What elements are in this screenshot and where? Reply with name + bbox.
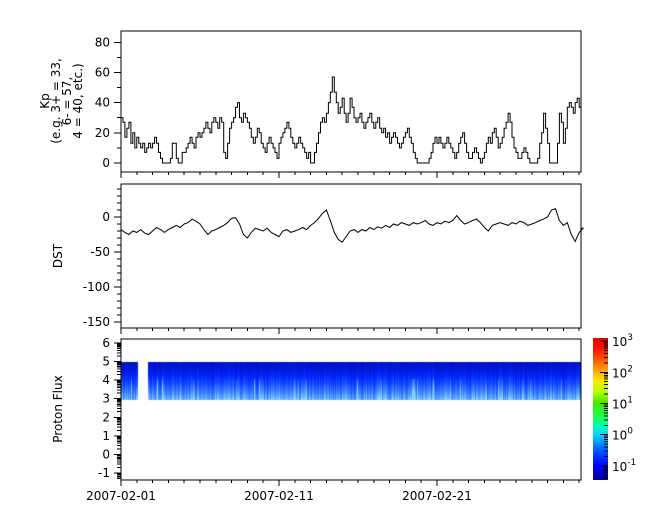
colorbar-tick-label: 10-1 [612, 458, 636, 474]
proton-y-tick-label: 6 [102, 336, 110, 350]
dst-y-tick-label: 0 [102, 210, 110, 224]
colorbar-tick-label: 103 [612, 333, 633, 349]
colorbar-tick-label: 101 [612, 395, 633, 411]
x-date-label: 2007-02-21 [402, 489, 472, 503]
kp-y-tick-label: 40 [95, 96, 110, 110]
proton-y-tick-label: 2 [102, 410, 110, 424]
colorbar-tick-label: 100 [612, 427, 633, 443]
x-date-label: 2007-02-01 [86, 489, 156, 503]
dst-y-tick-label: -100 [83, 280, 110, 294]
colorbar-tick-label: 102 [612, 364, 633, 380]
dst-series-line [120, 207, 585, 243]
kp-y-tick-label: 0 [102, 156, 110, 170]
dst-y-tick-label: -50 [90, 245, 110, 259]
kp-y-tick-label: 20 [95, 126, 110, 140]
kp-y-tick-label: 80 [95, 35, 110, 49]
proton-y-tick-label: 3 [102, 392, 110, 406]
proton-y-tick-label: -1 [98, 466, 110, 480]
dst-y-tick-label: -150 [83, 315, 110, 329]
proton-y-tick-label: 1 [102, 429, 110, 443]
proton-y-tick-label: 5 [102, 355, 110, 369]
proton-flux-spectrogram [121, 339, 581, 480]
kp-series-line [121, 76, 582, 164]
kp-panel-frame [120, 30, 582, 173]
kp-y-tick-label: 60 [95, 65, 110, 79]
proton-y-tick-label: 4 [102, 373, 110, 387]
proton-y-tick-label: 0 [102, 447, 110, 461]
x-date-label: 2007-02-11 [244, 489, 314, 503]
dst-panel-frame [120, 183, 582, 329]
proton-panel-frame [120, 338, 582, 481]
